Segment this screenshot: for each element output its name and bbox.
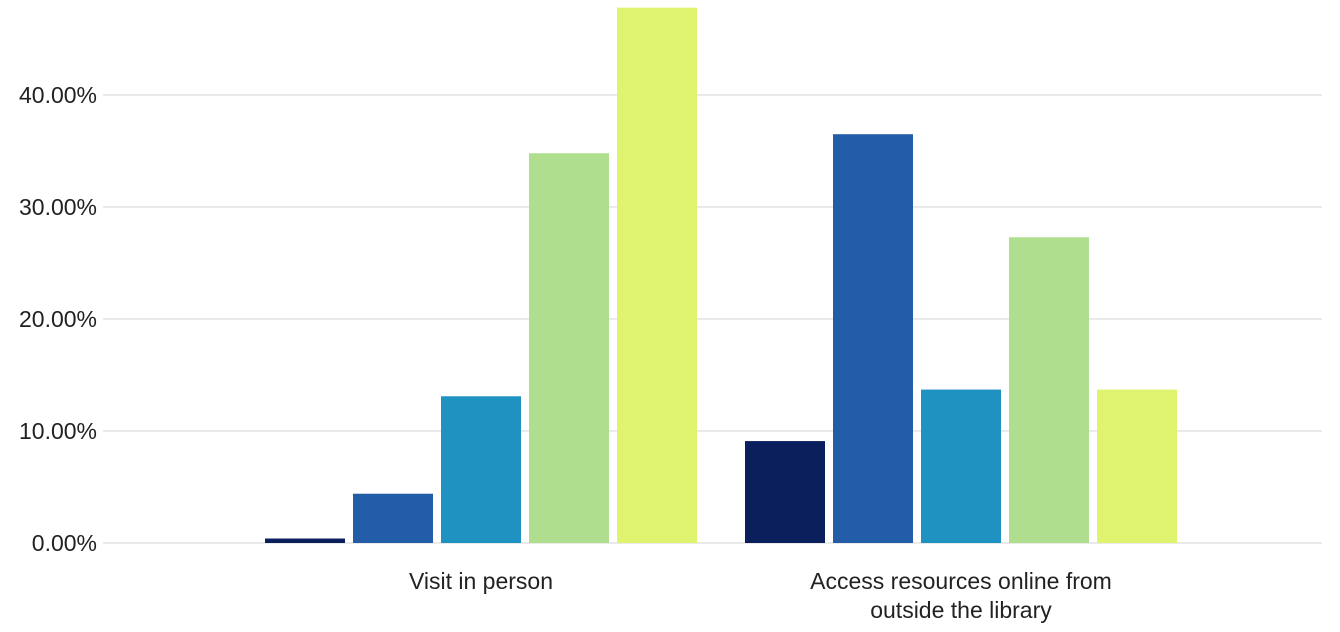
x-category-label-line: outside the library <box>870 597 1052 623</box>
bar[interactable] <box>441 396 521 543</box>
bar[interactable] <box>617 7 697 543</box>
bar[interactable] <box>1097 389 1177 543</box>
bar[interactable] <box>921 389 1001 543</box>
x-category-label-line: Access resources online from <box>810 568 1112 594</box>
y-axis-tick-labels: 0.00% 10.00% 20.00% 30.00% 40.00% <box>19 82 97 556</box>
y-tick-label: 0.00% <box>32 530 97 556</box>
x-axis-category-labels: Visit in person Access resources online f… <box>409 568 1112 623</box>
y-tick-label: 20.00% <box>19 306 97 332</box>
x-category-label: Visit in person <box>409 568 553 594</box>
bar[interactable] <box>265 538 345 543</box>
bar[interactable] <box>529 153 609 544</box>
y-tick-label: 40.00% <box>19 82 97 108</box>
bar[interactable] <box>833 134 913 543</box>
x-category-label: Access resources online from outside the … <box>810 568 1112 623</box>
bars <box>265 7 1177 544</box>
x-category-label-line: Visit in person <box>409 568 553 594</box>
y-tick-label: 30.00% <box>19 194 97 220</box>
bar[interactable] <box>1009 237 1089 544</box>
bar[interactable] <box>745 441 825 543</box>
bar[interactable] <box>353 493 433 543</box>
y-tick-label: 10.00% <box>19 418 97 444</box>
